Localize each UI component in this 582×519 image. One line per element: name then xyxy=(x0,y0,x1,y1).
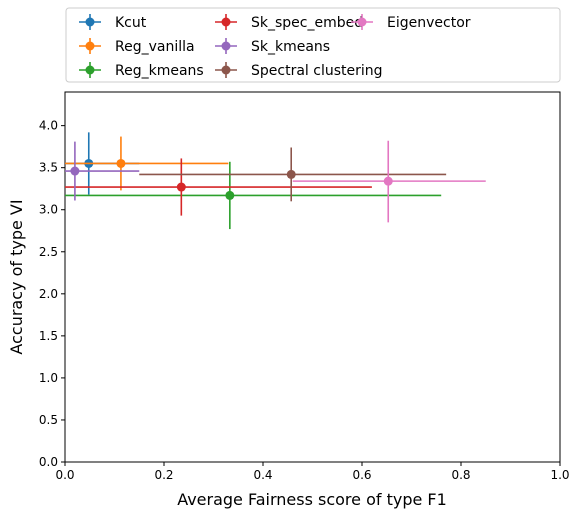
y-tick-label: 3.5 xyxy=(39,161,58,175)
legend-item-eigenvector: Eigenvector xyxy=(351,14,471,31)
x-axis: 0.0 0.2 0.4 0.6 0.8 1.0 xyxy=(55,462,570,482)
y-tick-label: 4.0 xyxy=(39,119,58,133)
legend-label: Spectral clustering xyxy=(251,63,383,79)
legend-label: Reg_kmeans xyxy=(115,63,204,79)
legend-swatch-marker xyxy=(221,17,231,27)
x-tick-label: 0.6 xyxy=(352,468,371,482)
legend-label: Kcut xyxy=(115,15,147,31)
y-tick-label: 1.0 xyxy=(39,371,58,385)
legend-label: Eigenvector xyxy=(387,15,471,31)
series-sk-kmeans xyxy=(65,141,140,201)
x-axis-label: Average Fairness score of type F1 xyxy=(177,490,447,509)
x-tick-label: 0.4 xyxy=(253,468,272,482)
legend-frame xyxy=(65,7,561,83)
legend-label: Sk_kmeans xyxy=(251,39,330,55)
legend-swatch-marker xyxy=(357,17,367,27)
reg-vanilla-point xyxy=(116,158,126,168)
series-spectral-clustering xyxy=(139,147,447,202)
legend-swatch-marker xyxy=(221,41,231,51)
legend: Kcut Reg_vanilla Reg_kmeans Sk_spec_embed Sk… xyxy=(65,7,561,83)
y-tick-label: 2.0 xyxy=(39,287,58,301)
y-tick-label: 0.0 xyxy=(39,455,58,469)
y-tick-label: 1.5 xyxy=(39,329,58,343)
sk-spec-embed-point xyxy=(176,182,186,192)
eigenvector-point xyxy=(383,176,393,186)
y-axis: 0.0 0.5 1.0 1.5 2.0 2.5 3.0 3.5 4.0 xyxy=(39,119,65,469)
x-tick-label: 0.8 xyxy=(451,468,470,482)
y-tick-label: 3.0 xyxy=(39,203,58,217)
legend-swatch-marker xyxy=(221,65,231,75)
legend-item-kcut: Kcut xyxy=(79,14,147,31)
legend-item-reg-vanilla: Reg_vanilla xyxy=(79,38,195,55)
plot-area xyxy=(64,91,561,463)
x-tick-label: 0.0 xyxy=(55,468,74,482)
series-reg-vanilla xyxy=(65,136,229,191)
series-eigenvector xyxy=(292,140,486,223)
legend-item-sk-kmeans: Sk_kmeans xyxy=(215,38,330,55)
series-sk-spec-embed xyxy=(65,158,372,216)
legend-item-sk-spec-embed: Sk_spec_embed xyxy=(215,14,363,31)
y-axis-label: Accuracy of type VI xyxy=(7,199,26,354)
legend-swatch-marker xyxy=(85,41,95,51)
sk-kmeans-point xyxy=(70,166,80,176)
legend-item-spectral-clustering: Spectral clustering xyxy=(215,62,383,79)
y-tick-label: 2.5 xyxy=(39,245,58,259)
series-reg-kmeans xyxy=(65,161,442,230)
legend-label: Sk_spec_embed xyxy=(251,15,363,31)
x-tick-label: 0.2 xyxy=(154,468,173,482)
y-tick-label: 0.5 xyxy=(39,413,58,427)
series-layer xyxy=(65,132,486,230)
legend-swatch-marker xyxy=(85,65,95,75)
legend-swatch-marker xyxy=(85,17,95,27)
spectral-clustering-point xyxy=(286,169,296,179)
legend-label: Reg_vanilla xyxy=(115,39,195,55)
legend-item-reg-kmeans: Reg_kmeans xyxy=(79,62,204,79)
x-tick-label: 1.0 xyxy=(550,468,569,482)
reg-kmeans-point xyxy=(225,190,235,200)
